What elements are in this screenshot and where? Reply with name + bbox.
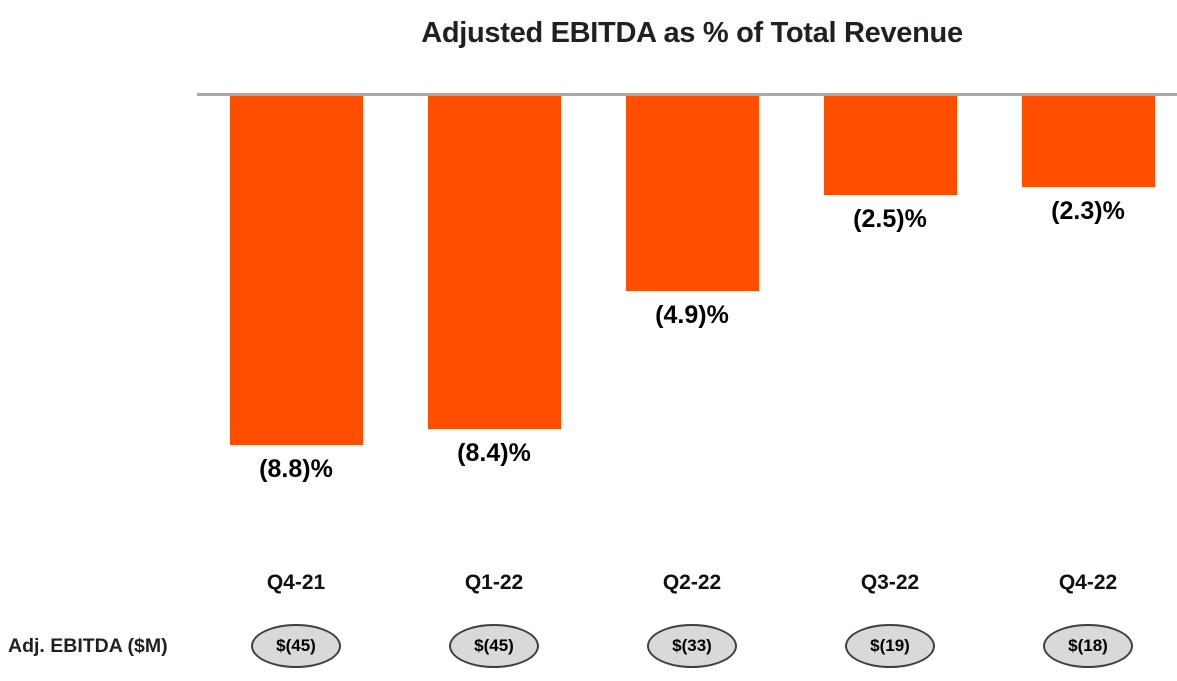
bar-value-label-q1-22: (8.4)% [457,439,531,467]
ebitda-row-label: Adj. EBITDA ($M) [8,635,168,657]
bar-value-label-q4-22: (2.3)% [1051,197,1125,225]
bar-value-label-q4-21: (8.8)% [259,455,333,483]
ebitda-oval-q4-21: $(45) [251,624,341,668]
ebitda-oval-q4-22: $(18) [1043,624,1133,668]
x-axis-label-q2-22: Q2-22 [662,571,722,594]
bar-q1-22 [427,96,561,429]
ebitda-oval-q2-22: $(33) [647,624,737,668]
ebitda-value-q2-22: $(33) [672,636,712,655]
x-axis-label-q1-22: Q1-22 [464,571,524,594]
x-axis-label-q4-22: Q4-22 [1058,571,1118,594]
bar-q4-22 [1021,96,1155,187]
bar-q4-21 [229,96,363,445]
ebitda-value-q4-22: $(18) [1068,636,1108,655]
bar-q3-22 [823,96,957,195]
bar-value-label-q3-22: (2.5)% [853,205,927,233]
bar-value-label-q2-22: (4.9)% [655,301,729,329]
ebitda-oval-q1-22: $(45) [449,624,539,668]
bar-q2-22 [625,96,759,291]
ebitda-value-q4-21: $(45) [276,636,316,655]
ebitda-oval-q3-22: $(19) [845,624,935,668]
chart-title: Adjusted EBITDA as % of Total Revenue [421,17,963,49]
ebitda-value-q1-22: $(45) [474,636,514,655]
zero-axis-line [197,93,1177,96]
ebitda-value-q3-22: $(19) [870,636,910,655]
x-axis-label-q3-22: Q3-22 [860,571,920,594]
x-axis-label-q4-21: Q4-21 [266,571,326,594]
